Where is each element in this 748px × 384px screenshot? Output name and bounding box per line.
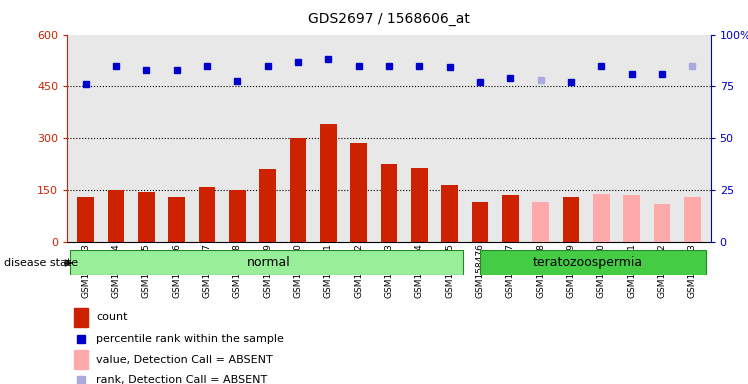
Bar <box>562 197 580 242</box>
Text: percentile rank within the sample: percentile rank within the sample <box>96 334 284 344</box>
Bar <box>260 169 276 242</box>
Bar <box>654 204 670 242</box>
Text: count: count <box>96 312 128 322</box>
Bar <box>320 124 337 242</box>
Bar <box>198 187 215 242</box>
Text: normal: normal <box>248 256 291 268</box>
Bar <box>411 168 428 242</box>
Bar <box>533 202 549 242</box>
Bar <box>74 350 88 369</box>
Bar <box>138 192 155 242</box>
Bar <box>480 250 706 275</box>
Bar <box>289 138 306 242</box>
Bar <box>684 197 701 242</box>
Bar <box>229 190 245 242</box>
Bar <box>168 197 185 242</box>
Bar <box>502 195 518 242</box>
Bar <box>350 144 367 242</box>
Text: disease state: disease state <box>4 258 78 268</box>
Text: value, Detection Call = ABSENT: value, Detection Call = ABSENT <box>96 354 273 364</box>
Bar <box>74 308 88 326</box>
Bar <box>472 202 488 242</box>
Bar <box>70 250 463 275</box>
Bar <box>108 190 124 242</box>
Bar <box>623 195 640 242</box>
Bar <box>441 185 458 242</box>
Bar <box>381 164 397 242</box>
Text: teratozoospermia: teratozoospermia <box>533 256 643 268</box>
Bar <box>77 197 94 242</box>
Bar <box>593 194 610 242</box>
Text: rank, Detection Call = ABSENT: rank, Detection Call = ABSENT <box>96 375 268 384</box>
Text: GDS2697 / 1568606_at: GDS2697 / 1568606_at <box>308 12 470 25</box>
